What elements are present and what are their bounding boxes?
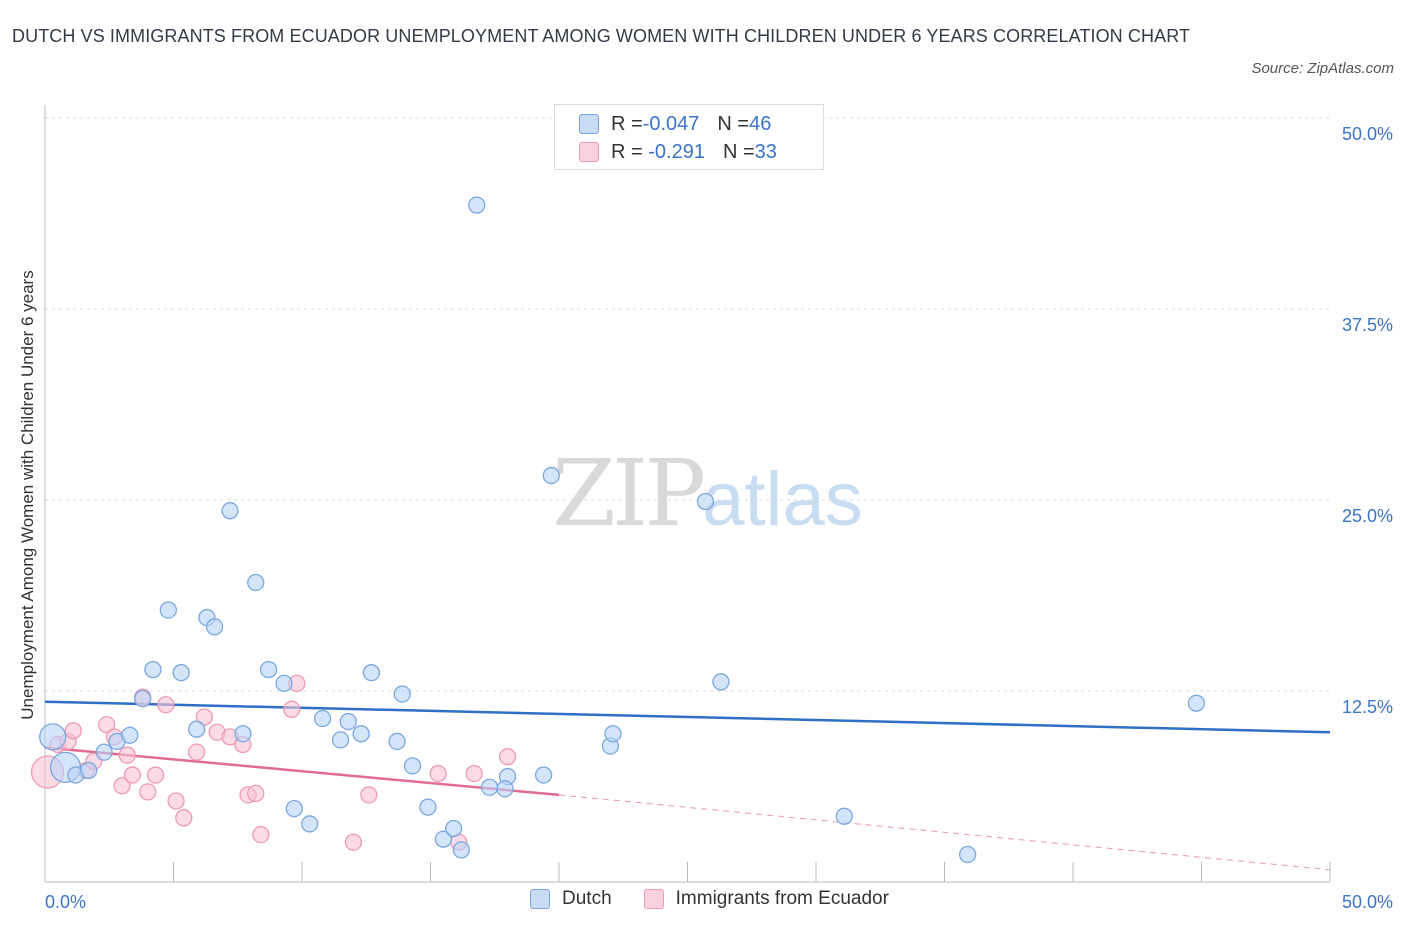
grid-lines <box>45 117 1330 692</box>
point-dutch-41 <box>696 492 715 511</box>
point-ecuador-6 <box>98 715 116 734</box>
point-ecuador-23 <box>247 784 265 803</box>
legend-dutch-n-value: 46 <box>749 112 772 135</box>
point-dutch-3 <box>80 761 98 780</box>
point-ecuador-3 <box>64 722 82 740</box>
watermark: ZIPatlas <box>552 440 863 547</box>
data-points <box>30 196 1206 864</box>
point-dutch-11 <box>187 720 206 738</box>
legend-row-dutch: R = -0.047 N = 46 <box>579 111 771 137</box>
point-ecuador-8 <box>113 777 131 795</box>
x-tick-label-0: 0.0% <box>45 892 86 912</box>
tick-labels: 12.5% 25.0% 37.5% 50.0% 0.0% 50.0% <box>45 124 1393 912</box>
watermark-zip: ZIP <box>552 440 706 547</box>
legend-ecuador-n-label: N = <box>722 140 755 163</box>
legend-swatch-ecuador <box>579 142 599 162</box>
legend-ecuador-r-label: R = <box>611 140 643 163</box>
point-dutch-6 <box>121 726 139 744</box>
y-tick-label-2: 37.5% <box>1342 315 1393 335</box>
point-ecuador-18 <box>195 708 213 726</box>
point-ecuador-24 <box>252 825 270 844</box>
point-ecuador-29 <box>429 764 447 783</box>
point-dutch-42 <box>712 673 730 691</box>
legend-row-ecuador: R = -0.291 N = 33 <box>579 139 777 165</box>
point-dutch-21 <box>313 709 332 728</box>
axes <box>44 105 1331 883</box>
point-dutch-14 <box>221 502 239 520</box>
bottom-legend-label-ecuador: Immigrants from Ecuador <box>675 888 889 909</box>
point-dutch-36 <box>496 780 514 798</box>
y-axis-label: Unemployment Among Women with Children U… <box>18 270 37 720</box>
y-tick-label-1: 25.0% <box>1342 506 1393 526</box>
point-ecuador-10 <box>123 766 142 784</box>
point-ecuador-17 <box>187 743 206 761</box>
trend-line-dutch <box>44 700 1331 734</box>
point-dutch-27 <box>393 685 411 703</box>
point-dutch-45 <box>1187 694 1206 712</box>
point-dutch-9 <box>159 601 178 619</box>
point-ecuador-12 <box>139 783 157 801</box>
point-dutch-29 <box>419 798 437 816</box>
point-dutch-38 <box>542 466 560 485</box>
legend-ecuador-r-value: -0.291 <box>642 140 705 163</box>
y-tick-label-0: 12.5% <box>1342 697 1393 717</box>
point-ecuador-25 <box>283 700 301 718</box>
point-dutch-33 <box>468 196 486 214</box>
point-dutch-34 <box>480 778 499 796</box>
point-dutch-7 <box>134 689 152 708</box>
point-dutch-22 <box>331 731 350 749</box>
x-tick-label-1: 50.0% <box>1342 892 1393 912</box>
point-dutch-15 <box>234 725 252 743</box>
point-dutch-32 <box>452 841 470 859</box>
chart-title: DUTCH VS IMMIGRANTS FROM ECUADOR UNEMPLO… <box>12 26 1191 46</box>
source-credit: Source: ZipAtlas.com <box>1251 60 1394 77</box>
point-dutch-44 <box>958 845 977 864</box>
bottom-legend-ecuador: Immigrants from Ecuador <box>643 888 889 910</box>
point-ecuador-14 <box>157 696 175 714</box>
point-dutch-16 <box>247 573 265 592</box>
point-ecuador-28 <box>360 786 378 804</box>
point-dutch-43 <box>835 807 853 825</box>
point-ecuador-15 <box>167 792 185 810</box>
bottom-legend-swatch-dutch <box>530 889 550 909</box>
point-dutch-23 <box>339 712 357 731</box>
legend-dutch-r-label: R = <box>611 112 643 135</box>
legend-dutch-n-label: N = <box>717 112 750 135</box>
bottom-legend: Dutch Immigrants from Ecuador <box>530 888 921 910</box>
point-ecuador-31 <box>465 764 483 783</box>
point-dutch-40 <box>604 725 622 743</box>
bottom-legend-dutch: Dutch <box>530 888 612 910</box>
legend-box: R = -0.047 N = 46 R = -0.291 N = 33 <box>554 104 824 170</box>
point-dutch-0 <box>39 723 67 751</box>
point-ecuador-27 <box>344 833 363 851</box>
legend-swatch-dutch <box>579 114 599 134</box>
legend-dutch-r-value: -0.047 <box>642 112 700 135</box>
point-dutch-37 <box>534 766 553 784</box>
legend-ecuador-n-value: 33 <box>754 140 777 163</box>
point-ecuador-16 <box>175 809 193 827</box>
point-dutch-25 <box>362 664 381 682</box>
y-tick-label-3: 50.0% <box>1342 124 1393 144</box>
point-ecuador-13 <box>146 766 165 784</box>
point-dutch-30 <box>434 830 453 848</box>
point-dutch-19 <box>285 800 303 818</box>
bottom-legend-label-dutch: Dutch <box>562 888 612 909</box>
point-dutch-24 <box>352 725 370 743</box>
point-dutch-26 <box>388 732 406 751</box>
bottom-legend-swatch-ecuador <box>643 889 664 909</box>
point-dutch-31 <box>444 819 463 838</box>
point-dutch-4 <box>95 743 113 761</box>
point-dutch-18 <box>275 674 293 693</box>
point-dutch-13 <box>205 618 224 636</box>
point-dutch-17 <box>259 660 278 679</box>
point-ecuador-32 <box>498 748 517 766</box>
point-ecuador-9 <box>118 746 136 764</box>
point-dutch-28 <box>403 757 422 775</box>
point-dutch-10 <box>172 664 190 682</box>
point-dutch-20 <box>301 815 319 833</box>
trend-extension-ecuador <box>558 794 1331 871</box>
point-dutch-8 <box>144 660 162 679</box>
